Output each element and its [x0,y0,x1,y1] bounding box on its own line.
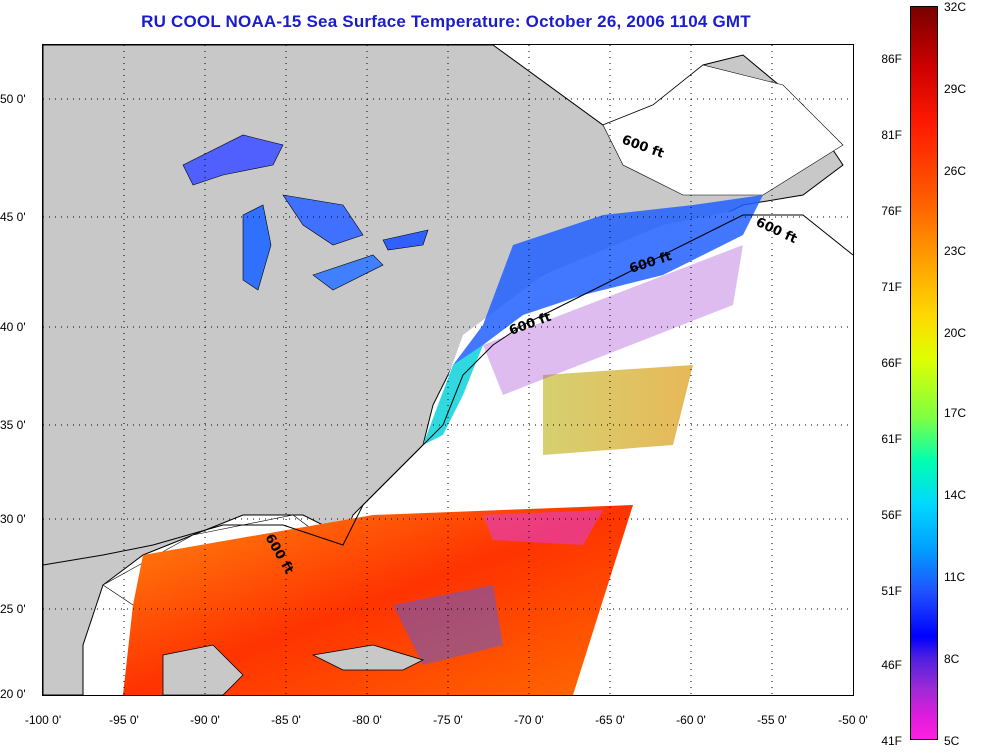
lon-tick: -85 0' [271,713,301,727]
lon-tick: -60 0' [676,713,706,727]
bathymetry-contour [43,214,853,566]
temperature-colorbar [910,6,938,740]
colorbar-label-f: 51F [881,584,902,598]
lon-tick: -55 0' [757,713,787,727]
colorbar-label-f: 81F [881,128,902,142]
lat-tick: 50 0' [0,92,26,106]
colorbar-label-c: 11C [944,570,966,584]
colorbar-label-f: 66F [881,356,902,370]
colorbar-label-c: 8C [944,652,960,666]
lon-tick: -100 0' [24,713,62,727]
lat-tick: 35 0' [0,418,26,432]
lat-tick: 40 0' [0,320,26,334]
colorbar-label-f: 76F [881,204,902,218]
map-title: RU COOL NOAA-15 Sea Surface Temperature:… [141,12,751,31]
lake-michigan [242,204,272,291]
lat-tick: 20 0' [0,687,26,701]
lat-tick: 30 0' [0,512,26,526]
colorbar-label-f: 86F [881,52,902,66]
midlat-speckle [543,365,693,455]
sst-map: 600 ft 600 ft 600 ft 600 ft 600 ft [42,44,854,696]
map-canvas: 600 ft 600 ft 600 ft 600 ft 600 ft [43,45,853,695]
contour-label: 600 ft [753,215,799,247]
north-clouds [602,64,844,196]
colorbar-label-c: 20C [944,326,967,340]
lat-tick: 45 0' [0,210,26,224]
colorbar-label-c: 17C [944,406,967,420]
atlantic-swath-clouds [373,205,763,515]
lake-erie [312,254,384,291]
warm-speckle-magenta [483,510,603,545]
colorbar-label-f: 61F [881,432,902,446]
colorbar-label-c: 29C [944,82,967,96]
warm-water [123,505,633,695]
lat-tick: 25 0' [0,602,26,616]
coastal-cold-band [453,195,763,375]
colorbar-label-f: 41F [881,734,902,748]
purple-speckle [483,245,743,395]
lon-tick: -65 0' [595,713,625,727]
lon-tick: -90 0' [190,713,220,727]
colorbar-label-c: 23C [944,244,967,258]
bahamas-blue [393,585,503,665]
colorbar-label-c: 32C [944,0,967,14]
lon-tick: -75 0' [433,713,463,727]
lake-huron [282,194,364,246]
land-mass [43,45,844,695]
colorbar-label-c: 26C [944,164,967,178]
colorbar-label-f: 71F [881,280,902,294]
colorbar-label-f: 56F [881,508,902,522]
graticule [43,45,853,695]
lon-tick: -80 0' [352,713,382,727]
cuba [311,644,425,671]
lon-tick: -70 0' [514,713,544,727]
lake-superior [182,134,284,186]
colorbar-label-c: 14C [944,488,967,502]
lon-tick: -50 0' [838,713,868,727]
colorbar-label-c: 5C [944,734,960,748]
lon-tick: -95 0' [109,713,139,727]
colorbar-label-f: 46F [881,658,902,672]
lake-ontario [382,229,429,251]
yucatan-land [162,644,244,695]
